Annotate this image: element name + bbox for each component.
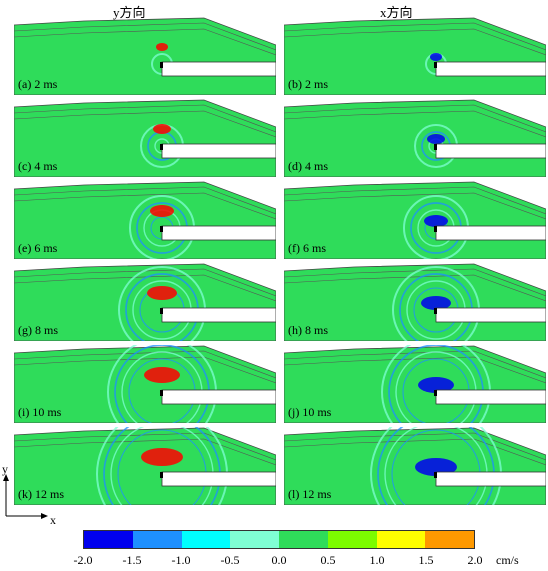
panel-label: (k) 12 ms — [18, 487, 64, 501]
panel: (c) 4 ms — [14, 99, 276, 177]
axis-arrows — [3, 474, 48, 519]
panel: (b) 2 ms — [284, 17, 546, 95]
x-axis-label: x — [50, 513, 56, 527]
colorbar — [83, 530, 475, 549]
panel: (k) 12 ms — [14, 427, 276, 505]
colorbar-tick-label: 0.0 — [271, 553, 287, 567]
panel-label: (j) 10 ms — [288, 405, 332, 419]
panel: (i) 10 ms — [14, 345, 276, 423]
colorbar-tick-label: -0.5 — [220, 553, 240, 567]
colorbar-tick-label: 1.5 — [418, 553, 434, 567]
panel-label: (g) 8 ms — [18, 323, 58, 337]
colorbar-segment — [376, 531, 426, 548]
colorbar-segment — [181, 531, 231, 548]
panel-label: (d) 4 ms — [288, 159, 328, 173]
panel: (j) 10 ms — [284, 345, 546, 423]
panel-label: (c) 4 ms — [18, 159, 58, 173]
panel: (g) 8 ms — [14, 263, 276, 341]
colorbar-segment — [279, 531, 328, 548]
colorbar-segment — [425, 531, 474, 548]
panel-label: (e) 6 ms — [18, 241, 58, 255]
header-x-direction: x方向 — [380, 5, 413, 20]
colorbar-tick-label: 1.0 — [369, 553, 385, 567]
panel: (h) 8 ms — [284, 263, 546, 341]
panel: (f) 6 ms — [284, 181, 546, 259]
panel: (e) 6 ms — [14, 181, 276, 259]
panel: (l) 12 ms — [284, 427, 546, 505]
panel-label: (l) 12 ms — [288, 487, 332, 501]
colorbar-tick-label: -2.0 — [73, 553, 93, 567]
colorbar-tick-label: 2.0 — [467, 553, 483, 567]
colorbar-tick-label: -1.0 — [171, 553, 191, 567]
panel: (a) 2 ms — [14, 17, 276, 95]
colorbar-segment — [230, 531, 279, 548]
panel-label: (f) 6 ms — [288, 241, 326, 255]
y-axis-label: y — [2, 462, 8, 476]
colorbar-segment — [327, 531, 377, 548]
header-y-direction: y方向 — [113, 5, 146, 20]
panel-label: (i) 10 ms — [18, 405, 62, 419]
colorbar-tick-label: -1.5 — [122, 553, 142, 567]
panel: (d) 4 ms — [284, 99, 546, 177]
panel-label: (b) 2 ms — [288, 77, 328, 91]
colorbar-unit: cm/s — [496, 553, 519, 567]
panel-label: (h) 8 ms — [288, 323, 328, 337]
colorbar-tick-label: 0.5 — [320, 553, 336, 567]
colorbar-segment — [84, 531, 133, 548]
panel-label: (a) 2 ms — [18, 77, 58, 91]
colorbar-segment — [132, 531, 182, 548]
